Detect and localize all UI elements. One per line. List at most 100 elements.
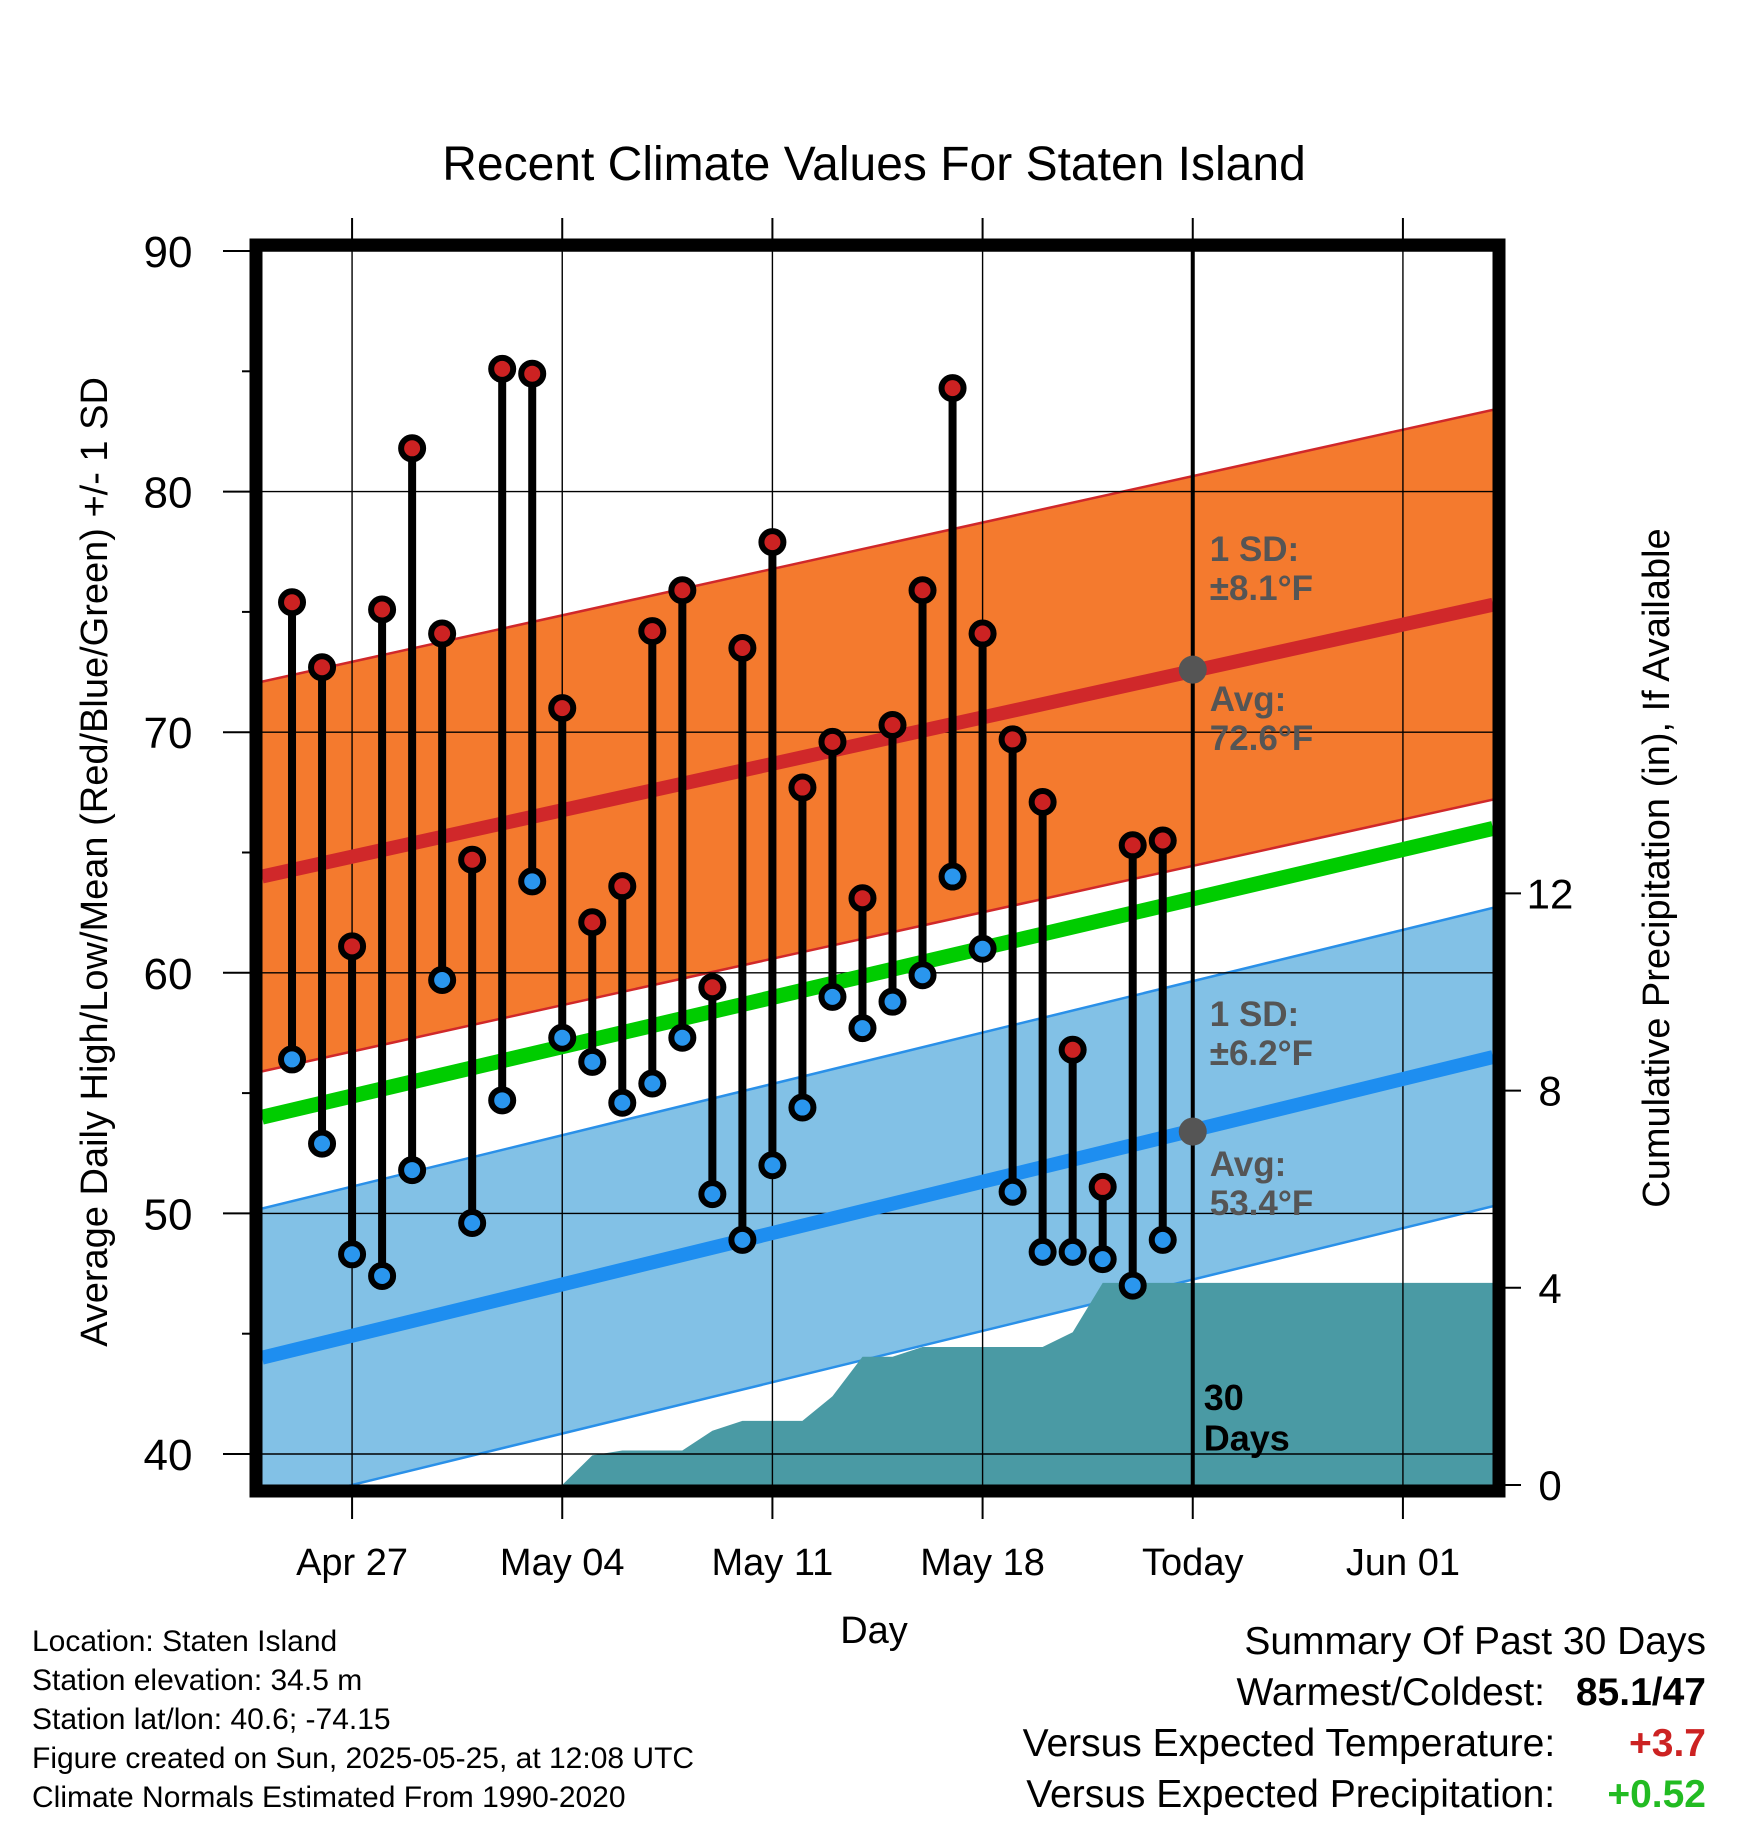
- high-temp-dot: [638, 617, 667, 646]
- high-temp-dot: [1088, 1172, 1117, 1201]
- high-band-lower-edge: [262, 798, 1493, 1073]
- y2-axis-label: Cumulative Precipitation (in), If Availa…: [1636, 528, 1678, 1207]
- high-temp-dot: [758, 528, 787, 557]
- y-tick-label: 90: [144, 228, 193, 277]
- low-temp-dot: [968, 934, 997, 963]
- low-temp-dot: [758, 1151, 787, 1180]
- high-temp-dot: [398, 434, 427, 463]
- precip-value: +0.52: [1607, 1773, 1706, 1816]
- summary-heading: Summary Of Past 30 Days: [1244, 1620, 1706, 1663]
- low-temp-dot: [848, 1014, 877, 1043]
- y-axis-label: Average Daily High/Low/Mean (Red/Blue/Gr…: [74, 377, 116, 1347]
- window-annotation: 30 Days: [1204, 1377, 1290, 1458]
- temp-value: +3.7: [1629, 1722, 1706, 1765]
- y-tick-label: 60: [144, 950, 193, 999]
- low-temp-dot: [818, 982, 847, 1011]
- created-text: Figure created on Sun, 2025-05-25, at 12…: [32, 1742, 695, 1775]
- y2-tick-label: 12: [1527, 870, 1574, 917]
- warmest-label: Warmest/Coldest:: [1236, 1671, 1546, 1714]
- low-band-upper-edge: [262, 906, 1493, 1210]
- low-sd-band: [262, 907, 1493, 1485]
- elevation-text: Station elevation: 34.5 m: [32, 1664, 363, 1697]
- latlon-text: Station lat/lon: 40.6; -74.15: [32, 1703, 391, 1736]
- low-temp-dot: [578, 1047, 607, 1076]
- low-temp-dot: [1118, 1271, 1147, 1300]
- low-temp-dot: [368, 1261, 397, 1290]
- low-temp-dot: [488, 1086, 517, 1115]
- high-band-upper-edge: [262, 408, 1493, 683]
- low-temp-dot: [788, 1093, 817, 1122]
- high-temp-dot: [548, 694, 577, 723]
- high-temp-dot: [308, 653, 337, 682]
- high-temp-dot: [338, 932, 367, 961]
- warmest-high: 85.1: [1575, 1671, 1652, 1714]
- y-tick-label: 50: [144, 1190, 193, 1239]
- low-temp-dot: [908, 961, 937, 990]
- low-temp-dot: [458, 1209, 487, 1238]
- low-band-lower-edge: [346, 1204, 1493, 1485]
- low-temp-dot: [1058, 1237, 1087, 1266]
- low-avg-annotation: Avg: 53.4°F: [1210, 1145, 1314, 1223]
- normal-mean-line: [262, 821, 1493, 1125]
- y2-tick-label: 0: [1538, 1462, 1561, 1509]
- high-temp-dot: [818, 727, 847, 756]
- summary-warmest-row: Warmest/Coldest: 85.1/47: [1023, 1667, 1706, 1718]
- low-temp-dot: [548, 1023, 577, 1052]
- warmest-value: 85.1/47: [1576, 1667, 1706, 1718]
- high-temp-dot: [938, 374, 967, 403]
- high-temp-dot: [878, 710, 907, 739]
- low-temp-dot: [698, 1180, 727, 1209]
- x-tick-label: Apr 27: [296, 1542, 408, 1584]
- x-tick-label: May 18: [920, 1542, 1045, 1584]
- today-high-avg-marker: [1178, 655, 1207, 684]
- high-temp-dot: [608, 872, 637, 901]
- low-temp-dot: [608, 1088, 637, 1117]
- high-temp-dot: [698, 973, 727, 1002]
- x-tick-label: May 11: [712, 1542, 834, 1584]
- x-tick-label: May 04: [500, 1542, 625, 1584]
- high-temp-dot: [998, 725, 1027, 754]
- low-temp-dot: [938, 862, 967, 891]
- x-tick-label: Jun 01: [1346, 1542, 1460, 1584]
- today-low-avg-marker: [1178, 1117, 1207, 1146]
- temp-label: Versus Expected Temperature:: [1022, 1722, 1556, 1765]
- low-temp-dot: [728, 1225, 757, 1254]
- low-temp-dot: [428, 966, 457, 995]
- y-tick-label: 70: [144, 709, 193, 758]
- high-temp-dot: [968, 619, 997, 648]
- high-temp-dot: [848, 884, 877, 913]
- low-temp-dot: [668, 1023, 697, 1052]
- low-temp-dot: [638, 1069, 667, 1098]
- low-temp-dot: [518, 867, 547, 896]
- summary-temp-row: Versus Expected Temperature: +3.7: [1023, 1718, 1706, 1769]
- low-temp-dot: [398, 1156, 427, 1185]
- high-sd-annotation: 1 SD: ±8.1°F: [1210, 530, 1313, 608]
- y2-tick-label: 8: [1538, 1068, 1561, 1115]
- low-sd-annotation: 1 SD: ±6.2°F: [1210, 995, 1313, 1073]
- plot-frame-right: [1493, 245, 1499, 1491]
- low-temp-dot: [338, 1240, 367, 1269]
- high-temp-dot: [278, 588, 307, 617]
- high-temp-dot: [578, 908, 607, 937]
- high-temp-dot: [458, 845, 487, 874]
- precip-area: [262, 1282, 1493, 1485]
- high-avg-annotation: Avg: 72.6°F: [1210, 680, 1314, 758]
- chart-title: Recent Climate Values For Staten Island: [442, 138, 1306, 191]
- high-temp-dot: [1028, 787, 1057, 816]
- y2-tick-label: 4: [1538, 1265, 1561, 1312]
- normal-low-line: [262, 1050, 1493, 1365]
- high-temp-dot: [518, 359, 547, 388]
- high-temp-dot: [428, 619, 457, 648]
- normal-high-line: [262, 597, 1493, 884]
- low-temp-dot: [878, 987, 907, 1016]
- y-tick-label: 80: [144, 469, 193, 518]
- station-info: Location: Staten Island Station elevatio…: [32, 1622, 694, 1817]
- warmest-sep: /: [1651, 1671, 1663, 1714]
- low-temp-dot: [1028, 1237, 1057, 1266]
- precip-label: Versus Expected Precipitation:: [1026, 1773, 1556, 1816]
- low-temp-dot: [998, 1177, 1027, 1206]
- normals-text: Climate Normals Estimated From 1990-2020: [32, 1781, 626, 1814]
- high-temp-dot: [488, 354, 517, 383]
- location-text: Location: Staten Island: [32, 1625, 338, 1658]
